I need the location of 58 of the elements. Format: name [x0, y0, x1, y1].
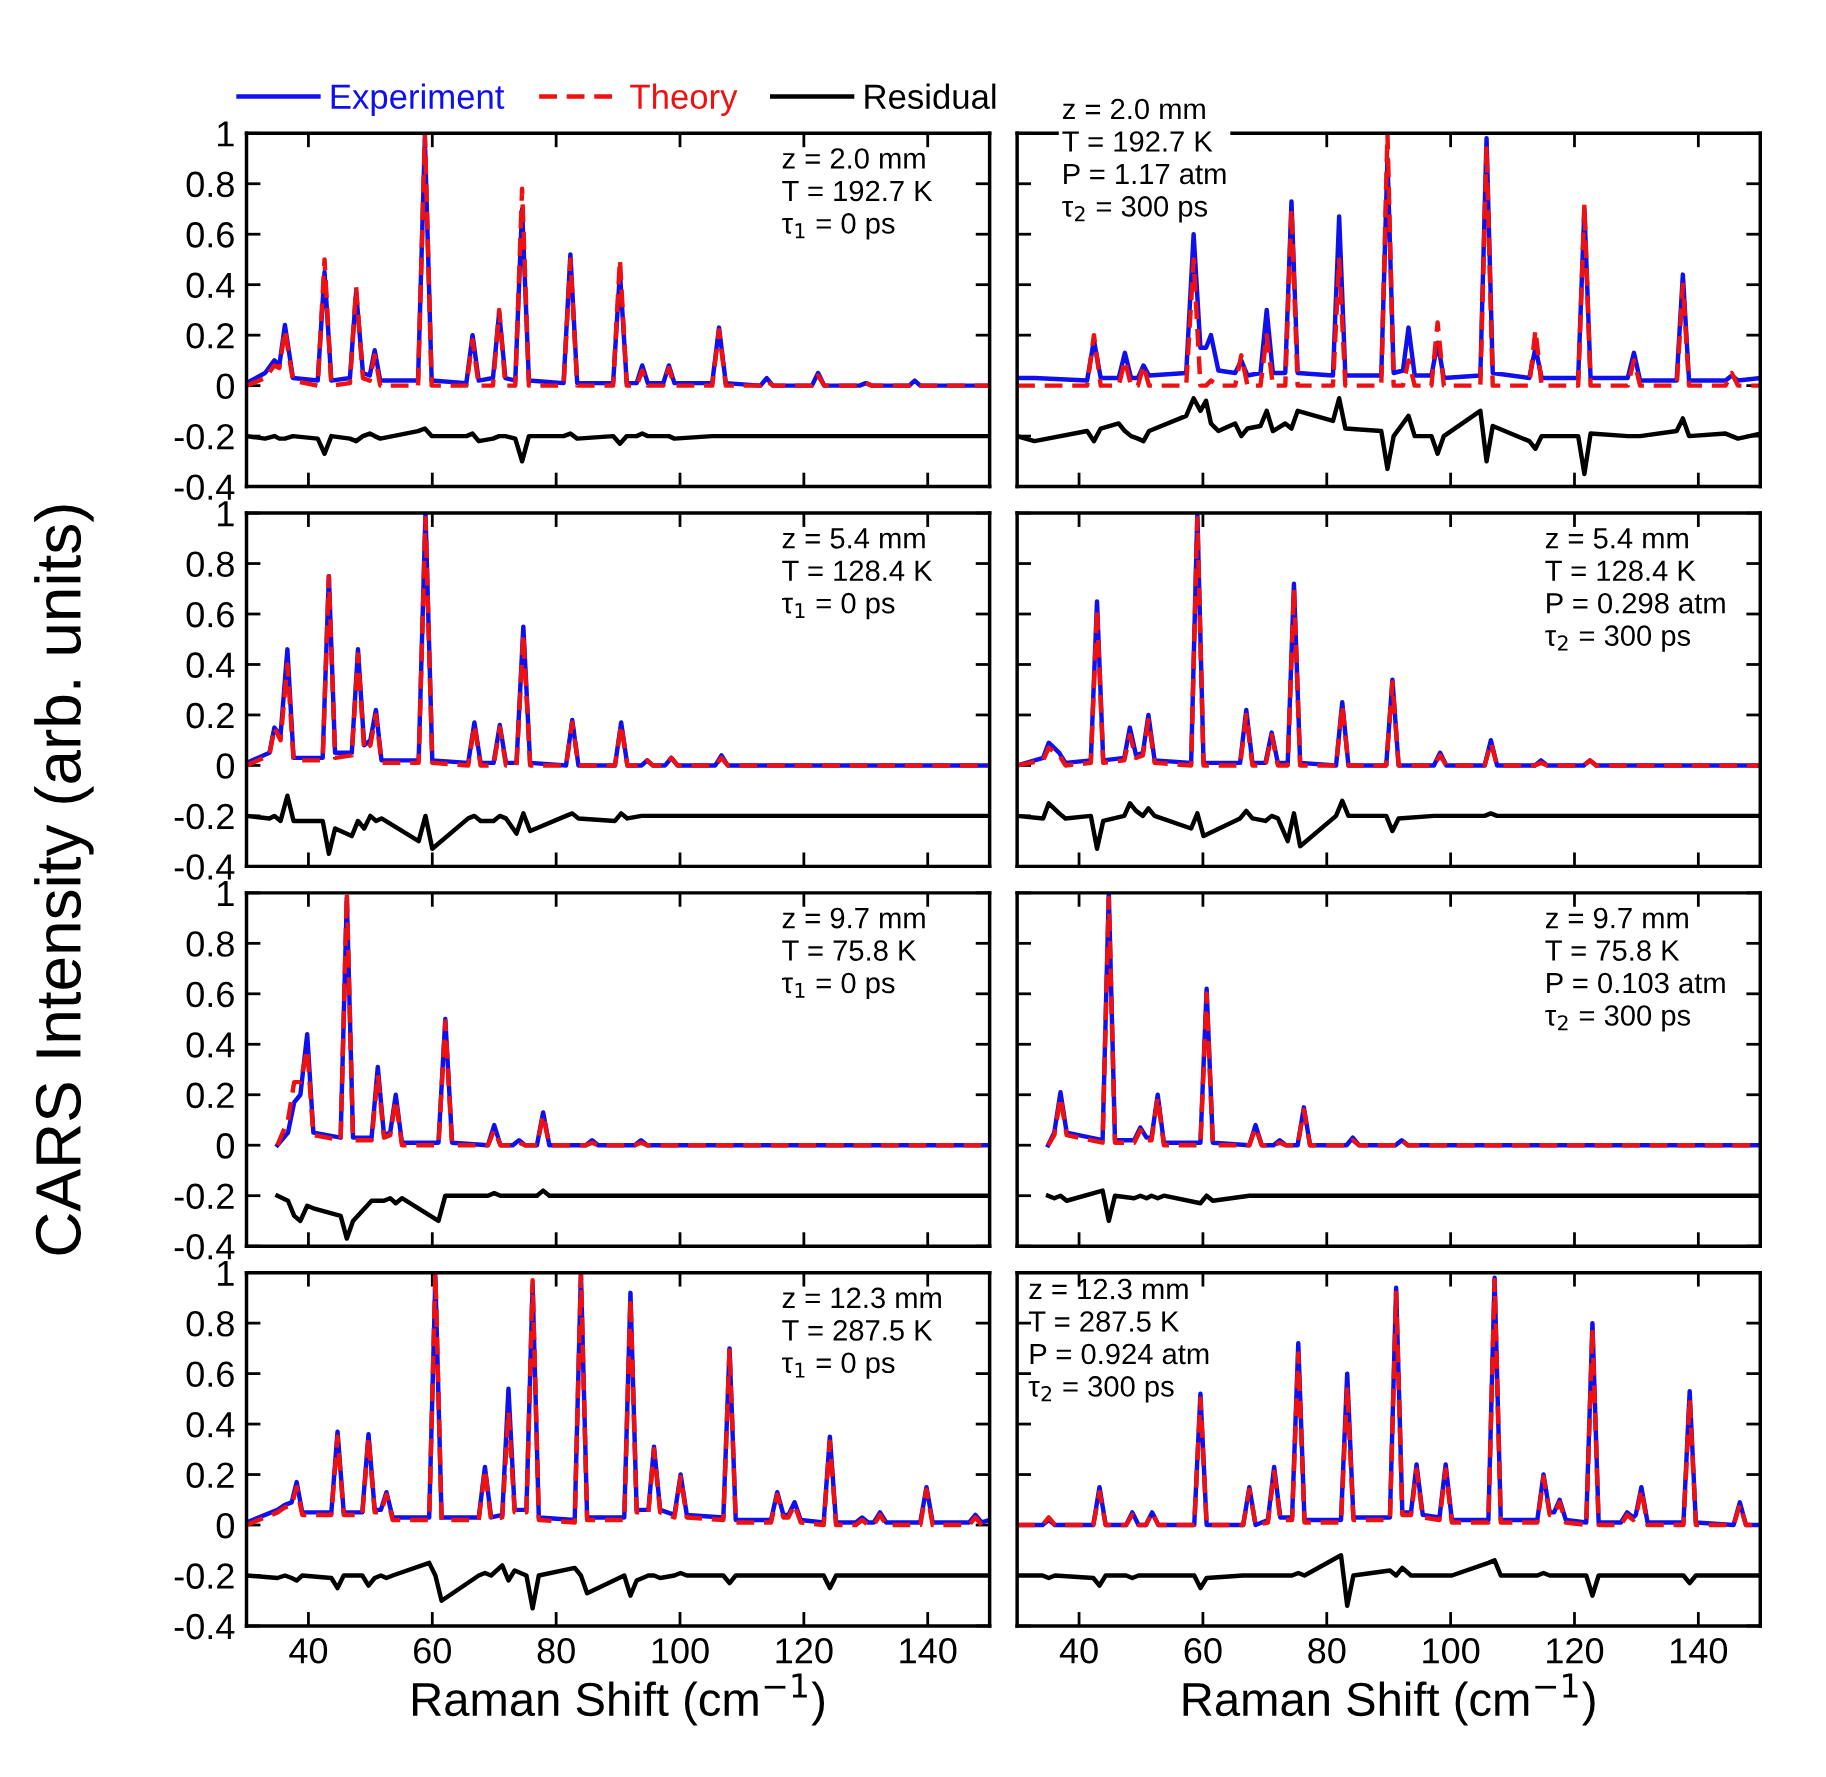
y-tick-label: 0.6	[186, 1361, 234, 1388]
annotation: z = 9.7 mm T = 75.8 K τ$_{1}$ = 0 ps	[781, 907, 925, 1000]
y-tick-label: 0.2	[186, 702, 234, 729]
y-tick-label: 0.4	[186, 1032, 235, 1058]
y-tick-label: 0.8	[186, 171, 234, 198]
y-tick-label: 0.8	[186, 551, 234, 577]
annotation: z = 2.0 mm T = 192.7 K τ$_{1}$ = 0 ps	[781, 148, 933, 240]
y-tick-label: 0.2	[186, 1082, 234, 1109]
y-tick-label: -0.4	[174, 1234, 235, 1260]
annotation: z = 12.3 mm T = 287.5 K τ$_{1}$ = 0 ps	[781, 1287, 941, 1379]
y-tick-label: -0.2	[174, 1183, 234, 1210]
y-tick-label: 1	[218, 1260, 234, 1286]
y-tick-label: -0.2	[174, 803, 234, 830]
x-tick-label: 60	[1184, 1638, 1222, 1664]
y-tick-label: 0.8	[186, 1311, 234, 1337]
legend-label: Residual	[865, 83, 996, 110]
x-axis-title: Raman Shift (cm$^{−1}$)	[412, 1673, 825, 1726]
x-tick-label: 120	[1547, 1638, 1604, 1664]
y-tick-label: 0.2	[186, 323, 234, 349]
y-tick-label: 0.2	[186, 1462, 234, 1488]
legend-label: Theory	[630, 83, 738, 116]
annotation: z = 12.3 mm T = 287.5 K P = 0.924 atm τ$_{2}$ = 300 ps	[1028, 1278, 1209, 1403]
annotation: z = 5.4 mm T = 128.4 K P = 0.298 atm τ$_{2}$ = 300 ps	[1545, 528, 1725, 652]
y-tick-label: 0.4	[186, 652, 235, 678]
y-tick-label: -0.4	[174, 854, 235, 880]
x-tick-label: 140	[1670, 1638, 1728, 1664]
y-tick-label: 0.4	[186, 272, 235, 299]
x-tick-label: 40	[289, 1638, 328, 1664]
y-tick-label: -0.4	[174, 1613, 235, 1640]
y-axis-title: CARS Intensity (arb. units)	[34, 505, 94, 1255]
x-tick-label: 100	[1423, 1638, 1480, 1664]
annotation: z = 5.4 mm T = 128.4 K τ$_{1}$ = 0 ps	[781, 528, 933, 620]
x-tick-label: 80	[1308, 1638, 1346, 1664]
y-tick-label: -0.4	[174, 474, 235, 501]
x-axis-title: Raman Shift (cm$^{−1}$)	[1183, 1673, 1595, 1726]
annotation: z = 9.7 mm T = 75.8 K P = 0.103 atm τ$_{2}$ = 300 ps	[1545, 907, 1725, 1032]
y-tick-label: 0.6	[186, 222, 234, 248]
x-tick-label: 60	[414, 1638, 451, 1664]
annotation: z = 2.0 mm T = 192.7 K P = 1.17 atm τ$_{2}$ = 300 ps	[1062, 98, 1226, 223]
y-tick-label: 0.6	[186, 601, 234, 628]
y-tick-label: 1	[218, 501, 234, 527]
x-tick-label: 40	[1059, 1638, 1098, 1664]
x-tick-label: 140	[900, 1638, 957, 1664]
y-tick-label: -0.2	[174, 1563, 234, 1589]
x-tick-label: 80	[537, 1638, 575, 1664]
y-tick-label: 0.4	[186, 1411, 235, 1438]
y-tick-label: 0	[216, 373, 234, 400]
y-tick-label: 0	[216, 753, 234, 779]
y-tick-label: 0.8	[186, 931, 234, 957]
y-tick-label: 0.6	[186, 981, 234, 1008]
x-tick-label: 120	[776, 1638, 833, 1664]
x-tick-label: 100	[652, 1638, 709, 1664]
y-tick-label: 0	[216, 1133, 234, 1159]
y-tick-label: 1	[218, 121, 234, 147]
y-tick-label: 0	[216, 1512, 234, 1539]
legend-label: Experiment	[331, 83, 505, 116]
y-tick-label: -0.2	[174, 423, 234, 450]
y-tick-label: 1	[218, 881, 234, 906]
